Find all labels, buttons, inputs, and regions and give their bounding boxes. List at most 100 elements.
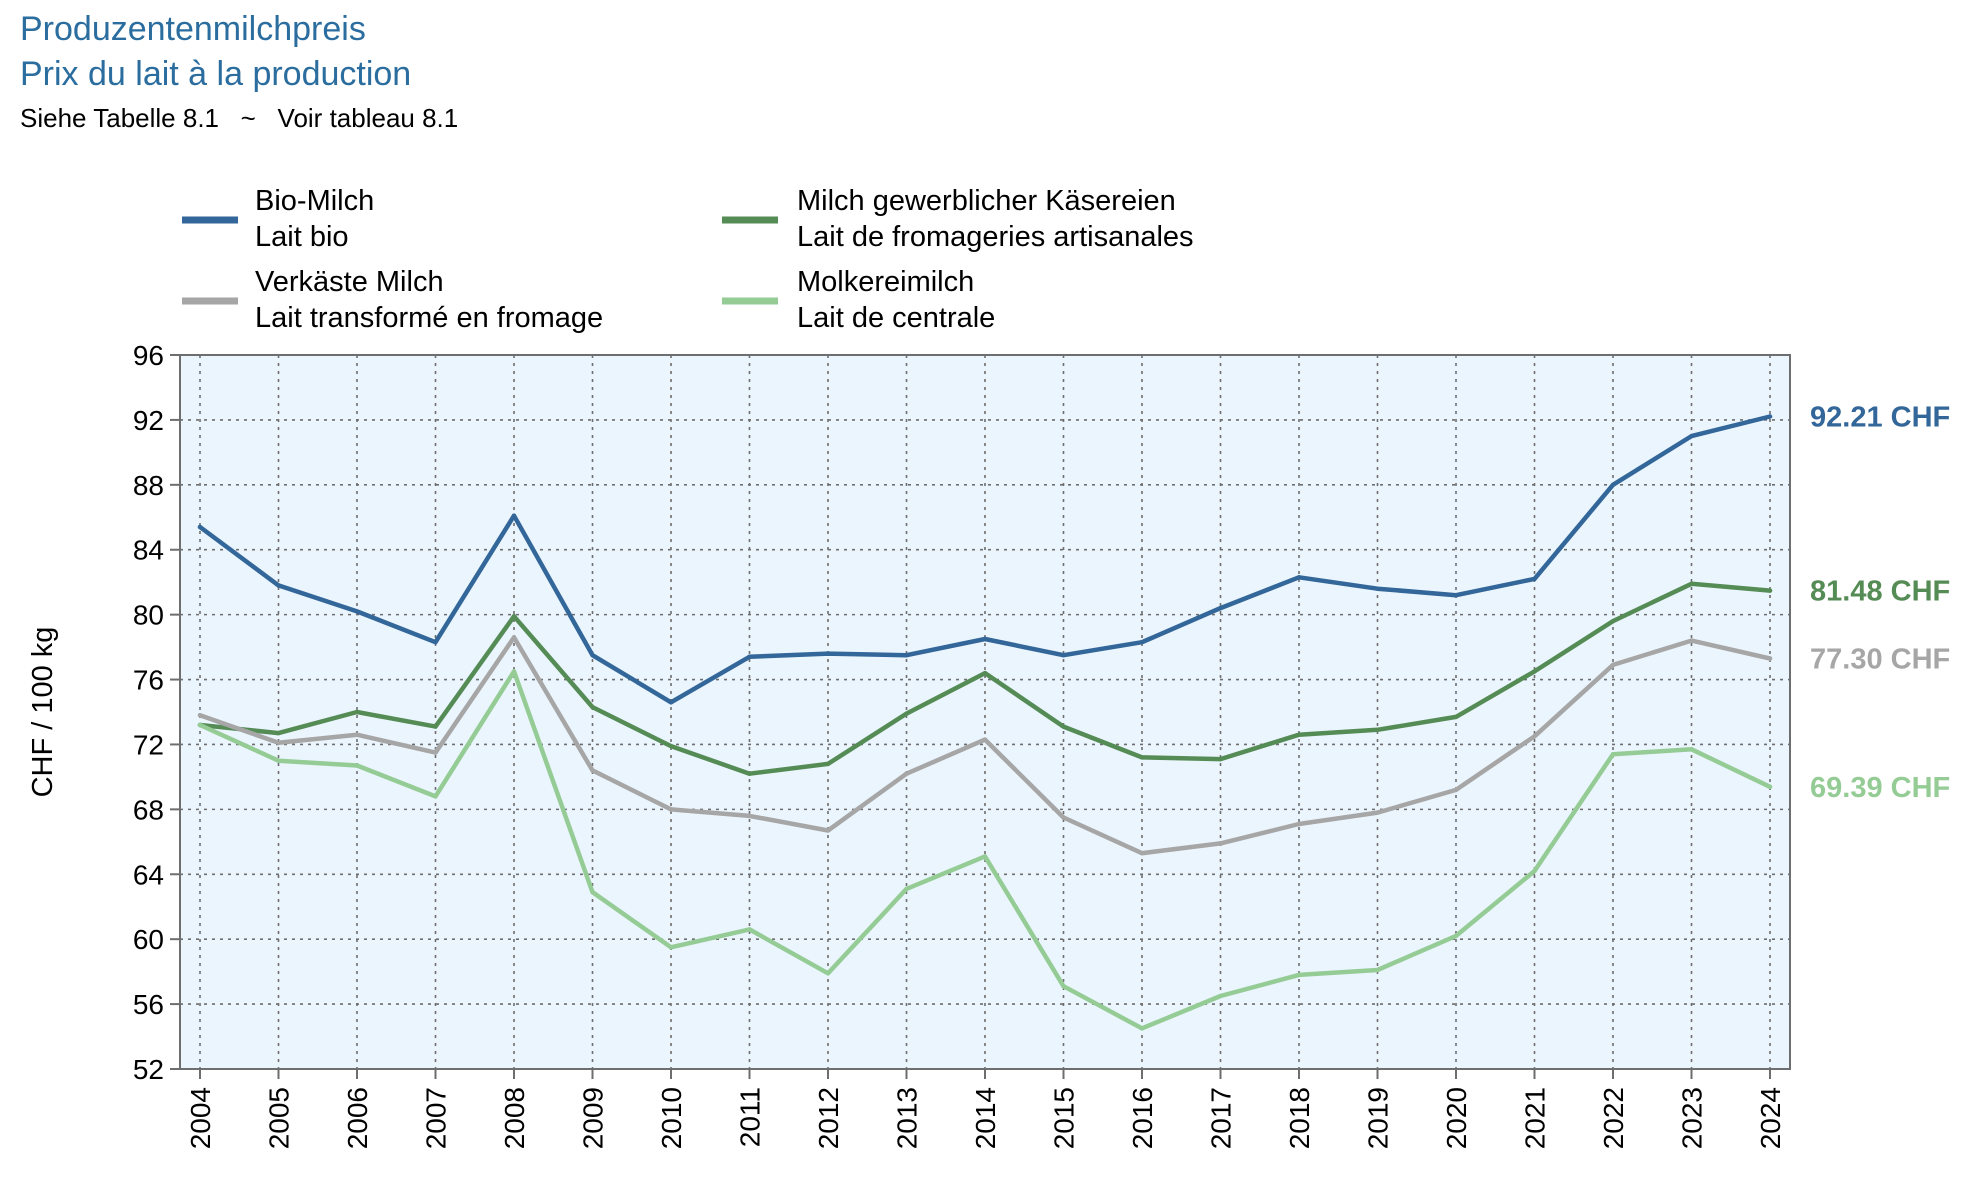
data-point-molkerei bbox=[1375, 967, 1380, 973]
x-tick-label: 2017 bbox=[1206, 1087, 1237, 1149]
data-point-bio bbox=[1296, 575, 1302, 580]
data-point-bio bbox=[904, 653, 909, 658]
legend-label-verkaeste-fr: Lait transformé en fromage bbox=[255, 302, 603, 334]
data-point-molkerei bbox=[747, 927, 752, 932]
series-group bbox=[197, 414, 1773, 1031]
chart-title-fr: Prix du lait à la production bbox=[20, 55, 412, 93]
data-point-verkaeste bbox=[747, 813, 752, 819]
data-point-kaesereien bbox=[1296, 732, 1302, 737]
legend-label-molkerei-de: Molkereimilch bbox=[797, 266, 974, 298]
data-point-verkaeste bbox=[825, 828, 831, 833]
x-axis: 2004 2005 2006 2007 2008 2009 2010 2011 2012 2013… bbox=[185, 1069, 1786, 1149]
data-point-verkaeste bbox=[1061, 815, 1066, 820]
x-tick-label: 2004 bbox=[185, 1087, 216, 1149]
data-point-bio bbox=[1610, 482, 1616, 488]
data-point-verkaeste bbox=[1139, 850, 1145, 856]
x-tick-label: 2018 bbox=[1284, 1087, 1315, 1149]
data-point-verkaeste bbox=[354, 732, 360, 737]
data-point-molkerei bbox=[1689, 747, 1694, 752]
data-point-verkaeste bbox=[1375, 810, 1380, 815]
data-point-bio bbox=[276, 583, 281, 588]
data-point-molkerei bbox=[1610, 751, 1616, 757]
data-point-molkerei bbox=[276, 758, 281, 763]
data-point-molkerei bbox=[825, 971, 831, 976]
x-tick-label: 2022 bbox=[1598, 1087, 1629, 1149]
x-tick-label: 2006 bbox=[342, 1087, 373, 1149]
data-point-bio bbox=[1139, 640, 1145, 645]
data-point-verkaeste bbox=[511, 635, 517, 640]
data-point-verkaeste bbox=[1689, 638, 1694, 643]
data-point-bio bbox=[1453, 592, 1459, 598]
data-point-bio bbox=[433, 640, 438, 645]
data-point-verkaeste bbox=[904, 771, 909, 776]
data-point-verkaeste bbox=[433, 750, 438, 755]
data-point-verkaeste bbox=[668, 807, 674, 812]
y-tick-label: 56 bbox=[133, 989, 164, 1020]
data-point-bio bbox=[1532, 576, 1537, 582]
data-point-kaesereien bbox=[1689, 581, 1694, 587]
legend-label-verkaeste-de: Verkäste Milch bbox=[255, 266, 444, 298]
end-label-kaesereien: 81.48 CHF bbox=[1810, 576, 1950, 608]
end-label-bio: 92.21 CHF bbox=[1810, 402, 1950, 434]
data-point-molkerei bbox=[590, 889, 595, 895]
x-tick-label: 2023 bbox=[1677, 1087, 1708, 1149]
x-tick-label: 2012 bbox=[813, 1087, 844, 1149]
data-point-verkaeste bbox=[1296, 821, 1302, 827]
y-tick-label: 76 bbox=[133, 665, 164, 696]
data-point-molkerei bbox=[1218, 993, 1223, 999]
plot-area bbox=[180, 355, 1790, 1069]
data-point-kaesereien bbox=[668, 743, 674, 749]
data-point-molkerei bbox=[904, 886, 909, 892]
y-tick-label: 68 bbox=[133, 794, 164, 825]
x-tick-label: 2011 bbox=[735, 1087, 766, 1147]
data-point-molkerei bbox=[197, 722, 203, 728]
x-tick-label: 2024 bbox=[1755, 1087, 1786, 1149]
data-point-verkaeste bbox=[1767, 656, 1773, 661]
end-label-verkaeste: 77.30 CHF bbox=[1810, 643, 1950, 675]
data-point-bio bbox=[354, 609, 360, 614]
x-tick-label: 2008 bbox=[499, 1087, 530, 1149]
x-tick-label: 2021 bbox=[1520, 1087, 1551, 1149]
y-tick-label: 96 bbox=[133, 340, 164, 371]
end-label-molkerei: 69.39 CHF bbox=[1810, 772, 1950, 804]
data-point-kaesereien bbox=[1218, 756, 1223, 762]
legend-label-molkerei-fr: Lait de centrale bbox=[797, 302, 995, 334]
data-point-kaesereien bbox=[1453, 714, 1459, 720]
data-point-kaesereien bbox=[1061, 724, 1066, 729]
data-point-kaesereien bbox=[982, 670, 988, 676]
data-point-bio bbox=[668, 700, 674, 705]
data-point-molkerei bbox=[668, 945, 674, 950]
data-point-kaesereien bbox=[433, 724, 438, 729]
data-point-kaesereien bbox=[825, 761, 831, 767]
x-tick-label: 2007 bbox=[421, 1087, 452, 1149]
data-point-verkaeste bbox=[1532, 734, 1537, 739]
x-tick-label: 2019 bbox=[1363, 1087, 1394, 1149]
data-point-verkaeste bbox=[1453, 787, 1459, 793]
data-point-verkaeste bbox=[1218, 841, 1223, 846]
y-tick-label: 84 bbox=[133, 535, 164, 566]
y-tick-label: 88 bbox=[133, 470, 164, 501]
data-point-verkaeste bbox=[982, 737, 988, 742]
data-point-kaesereien bbox=[904, 711, 909, 716]
x-tick-label: 2005 bbox=[264, 1087, 295, 1149]
data-point-kaesereien bbox=[1139, 755, 1145, 760]
y-tick-label: 72 bbox=[133, 729, 164, 760]
data-point-bio bbox=[197, 524, 203, 530]
data-point-bio bbox=[1218, 605, 1223, 611]
data-point-verkaeste bbox=[1610, 662, 1616, 668]
x-tick-label: 2009 bbox=[578, 1087, 609, 1149]
data-point-bio bbox=[1375, 586, 1380, 591]
data-point-kaesereien bbox=[747, 771, 752, 776]
x-tick-label: 2013 bbox=[892, 1087, 923, 1149]
data-point-kaesereien bbox=[1375, 727, 1380, 733]
data-point-bio bbox=[511, 513, 517, 518]
y-axis-label: CHF / 100 kg bbox=[27, 627, 59, 798]
data-point-verkaeste bbox=[276, 740, 281, 746]
data-point-molkerei bbox=[982, 854, 988, 859]
data-point-bio bbox=[1061, 653, 1066, 658]
data-point-molkerei bbox=[1453, 933, 1459, 939]
data-point-molkerei bbox=[433, 794, 438, 799]
y-tick-label: 64 bbox=[133, 859, 164, 890]
data-point-molkerei bbox=[1061, 984, 1066, 989]
